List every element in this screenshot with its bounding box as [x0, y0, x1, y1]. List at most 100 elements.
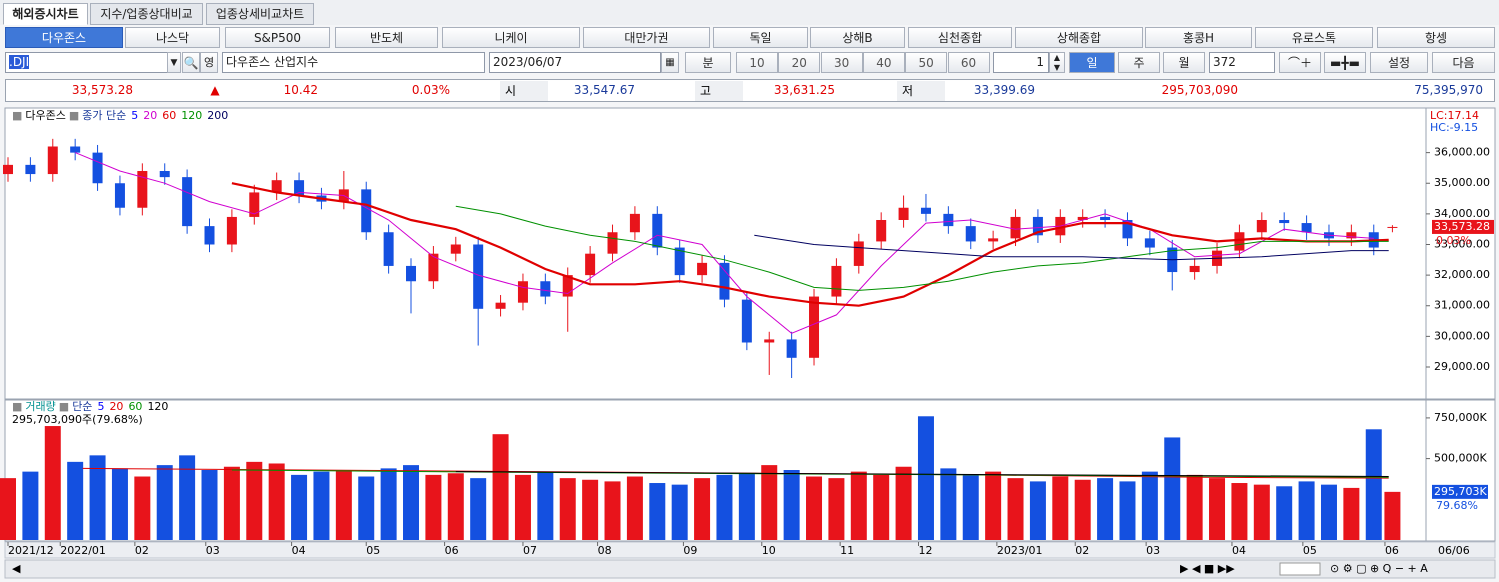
- volume-bar: [1365, 429, 1382, 540]
- tab-bar: 해외증시차트 지수/업종상대비교 업종상세비교차트: [0, 0, 1499, 25]
- x-tick-label: 05: [1303, 544, 1317, 557]
- hc-label: HC:-9.15: [1430, 121, 1478, 134]
- minute-step[interactable]: 50: [905, 52, 948, 73]
- volume-bar: [22, 471, 39, 540]
- x-tick-label: 06: [1385, 544, 1399, 557]
- volume-bar: [335, 470, 352, 540]
- step-spinner[interactable]: ▲ ▼: [1049, 52, 1065, 73]
- market-button[interactable]: 유로스톡: [1255, 27, 1373, 48]
- next-button[interactable]: 다음: [1432, 52, 1495, 73]
- legend-swatch: ■: [59, 400, 69, 413]
- calendar-button[interactable]: ▦: [661, 52, 679, 73]
- candle-body: [1189, 265, 1200, 273]
- symbol-dropdown[interactable]: ▼: [167, 52, 181, 73]
- x-tick-label: 11: [840, 544, 854, 557]
- market-button[interactable]: 대만가권: [583, 27, 710, 48]
- market-button[interactable]: 홍콩H: [1145, 27, 1252, 48]
- legend-entry: 60: [128, 400, 142, 413]
- candle-body: [786, 339, 797, 358]
- volume-bar: [134, 476, 151, 540]
- minute-step[interactable]: 10: [736, 52, 778, 73]
- legend-entry: 20: [109, 400, 123, 413]
- lang-button[interactable]: 영: [200, 52, 218, 73]
- open-label: 시: [500, 81, 548, 101]
- candle-body: [473, 244, 484, 309]
- volume-bar: [1298, 481, 1315, 540]
- scroll-thumb[interactable]: [1279, 562, 1321, 576]
- candle-body: [1279, 219, 1290, 224]
- scroll-controls[interactable]: ▶ ◀ ■ ▶▶: [1180, 562, 1235, 575]
- minute-step[interactable]: 40: [862, 52, 905, 73]
- candle-body: [876, 219, 887, 242]
- unit-button[interactable]: 주: [1118, 52, 1160, 73]
- legend: ■ 다우존스 ■ 종가 단순 5 20 60 120 200: [12, 109, 228, 122]
- zoom-controls[interactable]: ⊙ ⚙ ▢ ⊕ Q − + A: [1330, 562, 1428, 575]
- volume-bar: [828, 478, 845, 540]
- market-button[interactable]: S&P500: [225, 27, 330, 48]
- date-input[interactable]: 2023/06/07: [489, 52, 661, 73]
- step-input[interactable]: 1: [993, 52, 1049, 73]
- volume-bar: [246, 461, 263, 540]
- unit-button[interactable]: 월: [1163, 52, 1205, 73]
- volume-bar: [0, 478, 16, 540]
- market-button[interactable]: 독일: [713, 27, 808, 48]
- minute-step[interactable]: 60: [947, 52, 990, 73]
- volume-bar: [626, 476, 643, 540]
- candle-body: [114, 183, 125, 208]
- candle-body: [1234, 232, 1245, 251]
- search-button[interactable]: 🔍: [182, 52, 200, 73]
- volume-bar: [850, 471, 867, 540]
- market-button[interactable]: 상해B: [810, 27, 905, 48]
- x-tick-label: 02: [1075, 544, 1089, 557]
- volume-bar: [559, 478, 576, 540]
- volume-bar: [783, 470, 800, 540]
- candle-body: [271, 180, 282, 193]
- x-tick-label: 2021/12: [8, 544, 54, 557]
- minute-step[interactable]: 20: [778, 52, 821, 73]
- candle-body: [607, 232, 618, 254]
- candle-body: [70, 146, 81, 153]
- minute-button[interactable]: 분: [685, 52, 731, 73]
- ma-line: [455, 471, 1389, 477]
- market-button[interactable]: 상해종합: [1015, 27, 1143, 48]
- x-tick-label: 03: [1146, 544, 1160, 557]
- legend-entry: 5: [97, 400, 104, 413]
- volume: 295,703,090: [1161, 83, 1238, 97]
- market-button[interactable]: 다우존스: [5, 27, 123, 48]
- symbol-input[interactable]: .DJI: [5, 52, 168, 73]
- market-button[interactable]: 니케이: [442, 27, 580, 48]
- scrollbar[interactable]: [4, 559, 1496, 579]
- change-arrow: ▲: [210, 83, 220, 97]
- volume-bar: [895, 466, 912, 540]
- volume-bar: [1343, 487, 1360, 540]
- volume-bar: [425, 474, 442, 540]
- name-field: 다우존스 산업지수: [222, 52, 485, 73]
- volume-bar: [537, 471, 554, 540]
- scroll-left[interactable]: ◀: [12, 562, 21, 575]
- amount: 75,395,970: [1414, 83, 1483, 97]
- tab[interactable]: 지수/업종상대비교: [90, 3, 203, 25]
- candle-body: [697, 262, 708, 276]
- candle-body: [1077, 216, 1088, 220]
- market-button[interactable]: 심천종합: [908, 27, 1012, 48]
- candle-tool-button[interactable]: ▬╋▬: [1324, 52, 1366, 73]
- minute-step[interactable]: 30: [820, 52, 863, 73]
- candle-body: [249, 192, 260, 217]
- candle-body: [540, 281, 551, 297]
- line-tool-button[interactable]: ⌒＋: [1279, 52, 1321, 73]
- market-button[interactable]: 나스닥: [125, 27, 220, 48]
- volume-bar: [1141, 471, 1158, 540]
- settings-button[interactable]: 설정: [1370, 52, 1428, 73]
- market-button[interactable]: 반도체: [335, 27, 438, 48]
- candle-body: [517, 281, 528, 303]
- volume-bar: [291, 474, 308, 540]
- market-button[interactable]: 항셍: [1377, 27, 1495, 48]
- open: 33,547.67: [573, 83, 635, 97]
- count-input[interactable]: 372: [1209, 52, 1275, 73]
- volume-bar: [89, 455, 106, 540]
- unit-button[interactable]: 일: [1069, 52, 1115, 73]
- symbol: .DJI: [9, 55, 30, 69]
- pct-tag-label: 0.03%: [1436, 234, 1471, 247]
- tab[interactable]: 업종상세비교차트: [206, 3, 314, 25]
- tab[interactable]: 해외증시차트: [3, 3, 88, 25]
